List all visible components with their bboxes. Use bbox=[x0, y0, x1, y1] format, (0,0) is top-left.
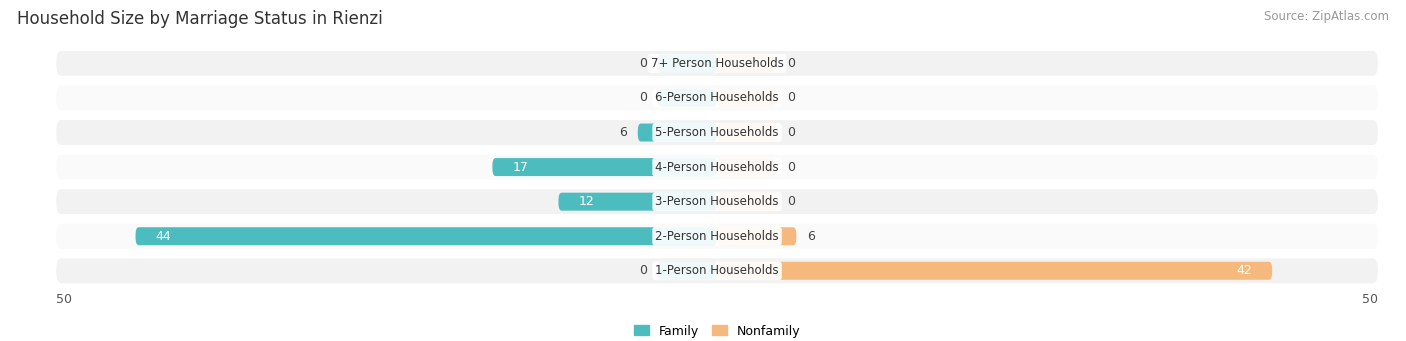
Text: 44: 44 bbox=[156, 230, 172, 243]
FancyBboxPatch shape bbox=[56, 189, 1378, 214]
Legend: Family, Nonfamily: Family, Nonfamily bbox=[628, 320, 806, 341]
FancyBboxPatch shape bbox=[558, 193, 717, 211]
FancyBboxPatch shape bbox=[658, 262, 717, 280]
Text: 0: 0 bbox=[787, 57, 796, 70]
FancyBboxPatch shape bbox=[56, 86, 1378, 110]
FancyBboxPatch shape bbox=[717, 227, 796, 245]
FancyBboxPatch shape bbox=[717, 262, 1272, 280]
FancyBboxPatch shape bbox=[658, 55, 717, 72]
Text: 0: 0 bbox=[638, 57, 647, 70]
FancyBboxPatch shape bbox=[638, 123, 717, 142]
Text: 50: 50 bbox=[1362, 293, 1378, 306]
Text: 4-Person Households: 4-Person Households bbox=[655, 161, 779, 174]
FancyBboxPatch shape bbox=[56, 155, 1378, 179]
Text: 0: 0 bbox=[787, 161, 796, 174]
FancyBboxPatch shape bbox=[56, 120, 1378, 145]
FancyBboxPatch shape bbox=[492, 158, 717, 176]
Text: 7+ Person Households: 7+ Person Households bbox=[651, 57, 783, 70]
Text: 5-Person Households: 5-Person Households bbox=[655, 126, 779, 139]
FancyBboxPatch shape bbox=[56, 224, 1378, 249]
Text: 6: 6 bbox=[619, 126, 627, 139]
Text: Household Size by Marriage Status in Rienzi: Household Size by Marriage Status in Rie… bbox=[17, 10, 382, 28]
FancyBboxPatch shape bbox=[56, 51, 1378, 76]
FancyBboxPatch shape bbox=[717, 123, 776, 142]
FancyBboxPatch shape bbox=[717, 158, 776, 176]
Text: 0: 0 bbox=[787, 91, 796, 104]
Text: 0: 0 bbox=[787, 195, 796, 208]
FancyBboxPatch shape bbox=[717, 193, 776, 211]
Text: 6-Person Households: 6-Person Households bbox=[655, 91, 779, 104]
FancyBboxPatch shape bbox=[56, 258, 1378, 283]
Text: 0: 0 bbox=[638, 264, 647, 277]
Text: 6: 6 bbox=[807, 230, 815, 243]
Text: 50: 50 bbox=[56, 293, 72, 306]
FancyBboxPatch shape bbox=[135, 227, 717, 245]
Text: 0: 0 bbox=[787, 126, 796, 139]
Text: Source: ZipAtlas.com: Source: ZipAtlas.com bbox=[1264, 10, 1389, 23]
Text: 12: 12 bbox=[578, 195, 595, 208]
Text: 42: 42 bbox=[1236, 264, 1253, 277]
Text: 1-Person Households: 1-Person Households bbox=[655, 264, 779, 277]
Text: 3-Person Households: 3-Person Households bbox=[655, 195, 779, 208]
Text: 2-Person Households: 2-Person Households bbox=[655, 230, 779, 243]
FancyBboxPatch shape bbox=[717, 55, 776, 72]
Text: 17: 17 bbox=[512, 161, 529, 174]
Text: 0: 0 bbox=[638, 91, 647, 104]
FancyBboxPatch shape bbox=[717, 89, 776, 107]
FancyBboxPatch shape bbox=[658, 89, 717, 107]
